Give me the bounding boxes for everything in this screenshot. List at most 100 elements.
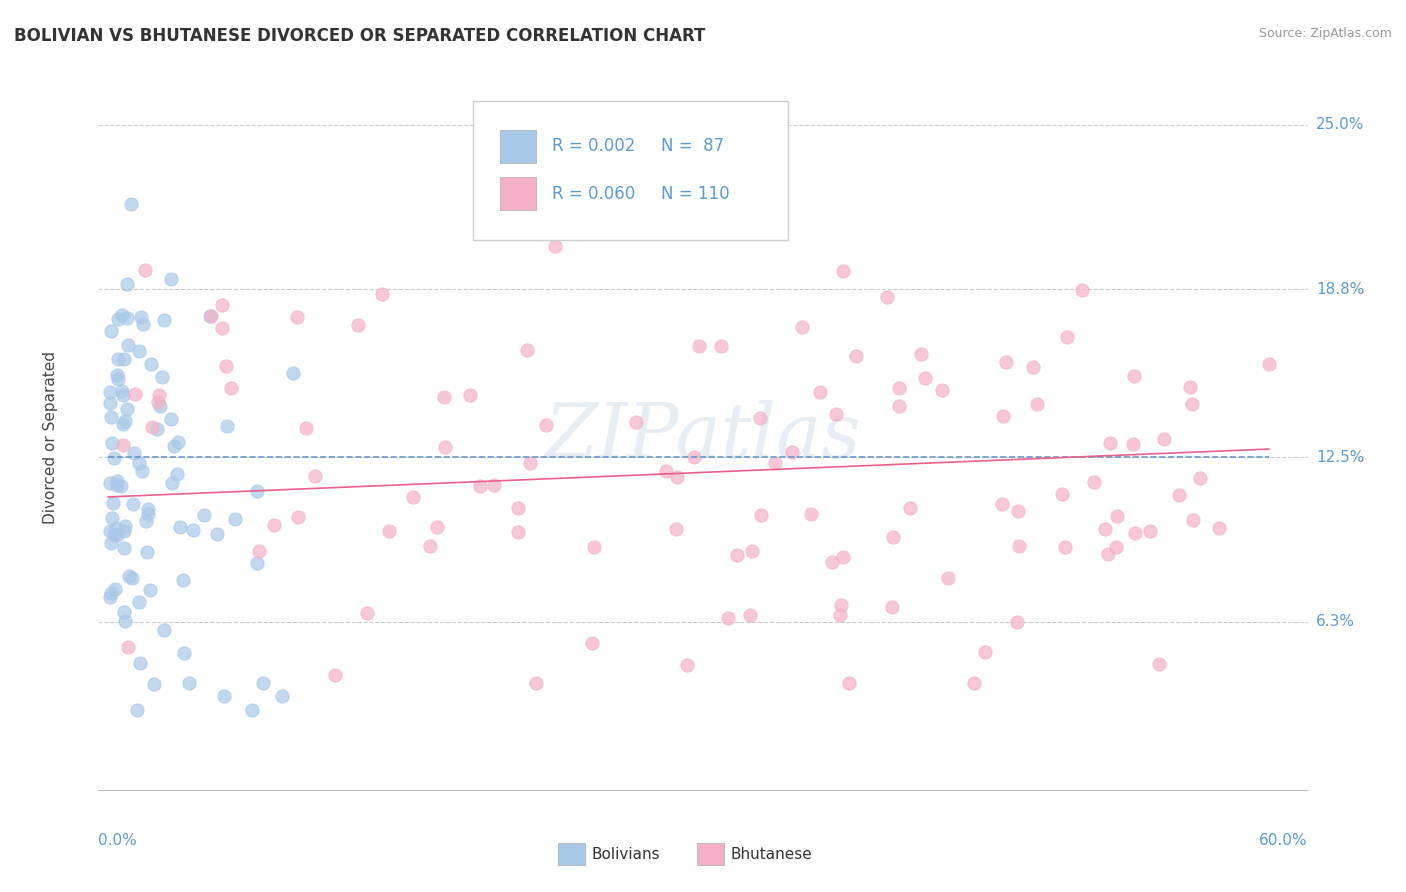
Point xyxy=(1008,539,1031,553)
Text: R = 0.060: R = 0.060 xyxy=(551,185,636,202)
Text: Source: ZipAtlas.com: Source: ZipAtlas.com xyxy=(1258,27,1392,40)
Point xyxy=(138,582,160,597)
Point xyxy=(172,573,194,587)
Point xyxy=(832,550,855,565)
Point xyxy=(112,438,135,452)
Text: 0.0%: 0.0% xyxy=(98,833,138,848)
Point xyxy=(898,500,921,515)
Point xyxy=(508,524,530,539)
Point xyxy=(991,497,1014,511)
Point xyxy=(1257,357,1279,371)
Point xyxy=(112,524,135,538)
Point xyxy=(688,339,710,353)
Point xyxy=(124,387,146,401)
Point xyxy=(1178,380,1201,394)
Text: 60.0%: 60.0% xyxy=(1260,833,1308,848)
Text: 18.8%: 18.8% xyxy=(1316,282,1364,297)
Point xyxy=(356,606,378,620)
Point xyxy=(98,590,121,604)
FancyBboxPatch shape xyxy=(474,101,787,240)
Point xyxy=(101,511,124,525)
Point xyxy=(111,387,134,401)
FancyBboxPatch shape xyxy=(501,130,536,163)
Point xyxy=(149,399,172,413)
Point xyxy=(103,496,125,510)
Point xyxy=(506,500,529,515)
Point xyxy=(821,555,844,569)
Point xyxy=(882,529,904,543)
Point xyxy=(402,490,425,504)
Point xyxy=(994,355,1017,369)
Point xyxy=(100,535,122,549)
Point xyxy=(105,368,128,383)
Point xyxy=(832,264,855,278)
Point xyxy=(219,381,242,395)
Point xyxy=(114,614,136,628)
Point xyxy=(118,569,141,583)
Point xyxy=(1180,397,1202,411)
Point xyxy=(179,676,201,690)
Point xyxy=(717,611,740,625)
Point xyxy=(135,545,157,559)
Point xyxy=(112,605,135,619)
Point xyxy=(295,421,318,435)
Point xyxy=(1182,512,1205,526)
Point xyxy=(889,381,911,395)
Point xyxy=(112,541,135,555)
Point xyxy=(1139,524,1161,538)
Point xyxy=(910,347,932,361)
Point xyxy=(1122,436,1144,450)
Point xyxy=(263,517,285,532)
Point xyxy=(1168,487,1191,501)
FancyBboxPatch shape xyxy=(697,843,724,865)
Point xyxy=(1007,504,1029,518)
Text: Bhutanese: Bhutanese xyxy=(731,847,813,862)
Point xyxy=(830,607,852,622)
Point xyxy=(121,496,143,510)
Point xyxy=(169,520,191,534)
Point xyxy=(152,313,174,327)
FancyBboxPatch shape xyxy=(558,843,585,865)
Point xyxy=(146,422,169,436)
Point xyxy=(519,456,541,470)
Point xyxy=(1071,283,1094,297)
Point xyxy=(665,470,688,484)
Point xyxy=(205,527,228,541)
Point xyxy=(128,343,150,358)
Point xyxy=(139,357,162,371)
Point xyxy=(173,647,195,661)
Point xyxy=(160,476,183,491)
Point xyxy=(160,412,183,426)
Point xyxy=(433,390,456,404)
Point xyxy=(141,420,163,434)
Point xyxy=(105,477,128,491)
Point xyxy=(1083,475,1105,490)
Point xyxy=(468,478,491,492)
Point xyxy=(114,519,136,533)
Point xyxy=(378,524,401,538)
Point xyxy=(131,310,153,324)
Point xyxy=(1094,522,1116,536)
Point xyxy=(931,383,953,397)
Point xyxy=(725,549,748,563)
Text: ZIPatlas: ZIPatlas xyxy=(544,401,862,474)
Point xyxy=(748,411,770,425)
Point xyxy=(749,508,772,522)
Point xyxy=(127,703,149,717)
Text: 6.3%: 6.3% xyxy=(1316,615,1355,630)
Point xyxy=(240,703,263,717)
Point xyxy=(544,239,567,253)
Point xyxy=(162,439,184,453)
Point xyxy=(135,514,157,528)
Point xyxy=(1189,471,1212,485)
Point xyxy=(167,435,190,450)
Point xyxy=(112,351,135,366)
Point xyxy=(128,595,150,609)
Text: 12.5%: 12.5% xyxy=(1316,450,1364,465)
Point xyxy=(100,410,122,425)
Text: N = 110: N = 110 xyxy=(661,185,730,202)
Point xyxy=(98,396,121,410)
Point xyxy=(224,511,246,525)
Point xyxy=(212,690,235,704)
Point xyxy=(434,440,457,454)
